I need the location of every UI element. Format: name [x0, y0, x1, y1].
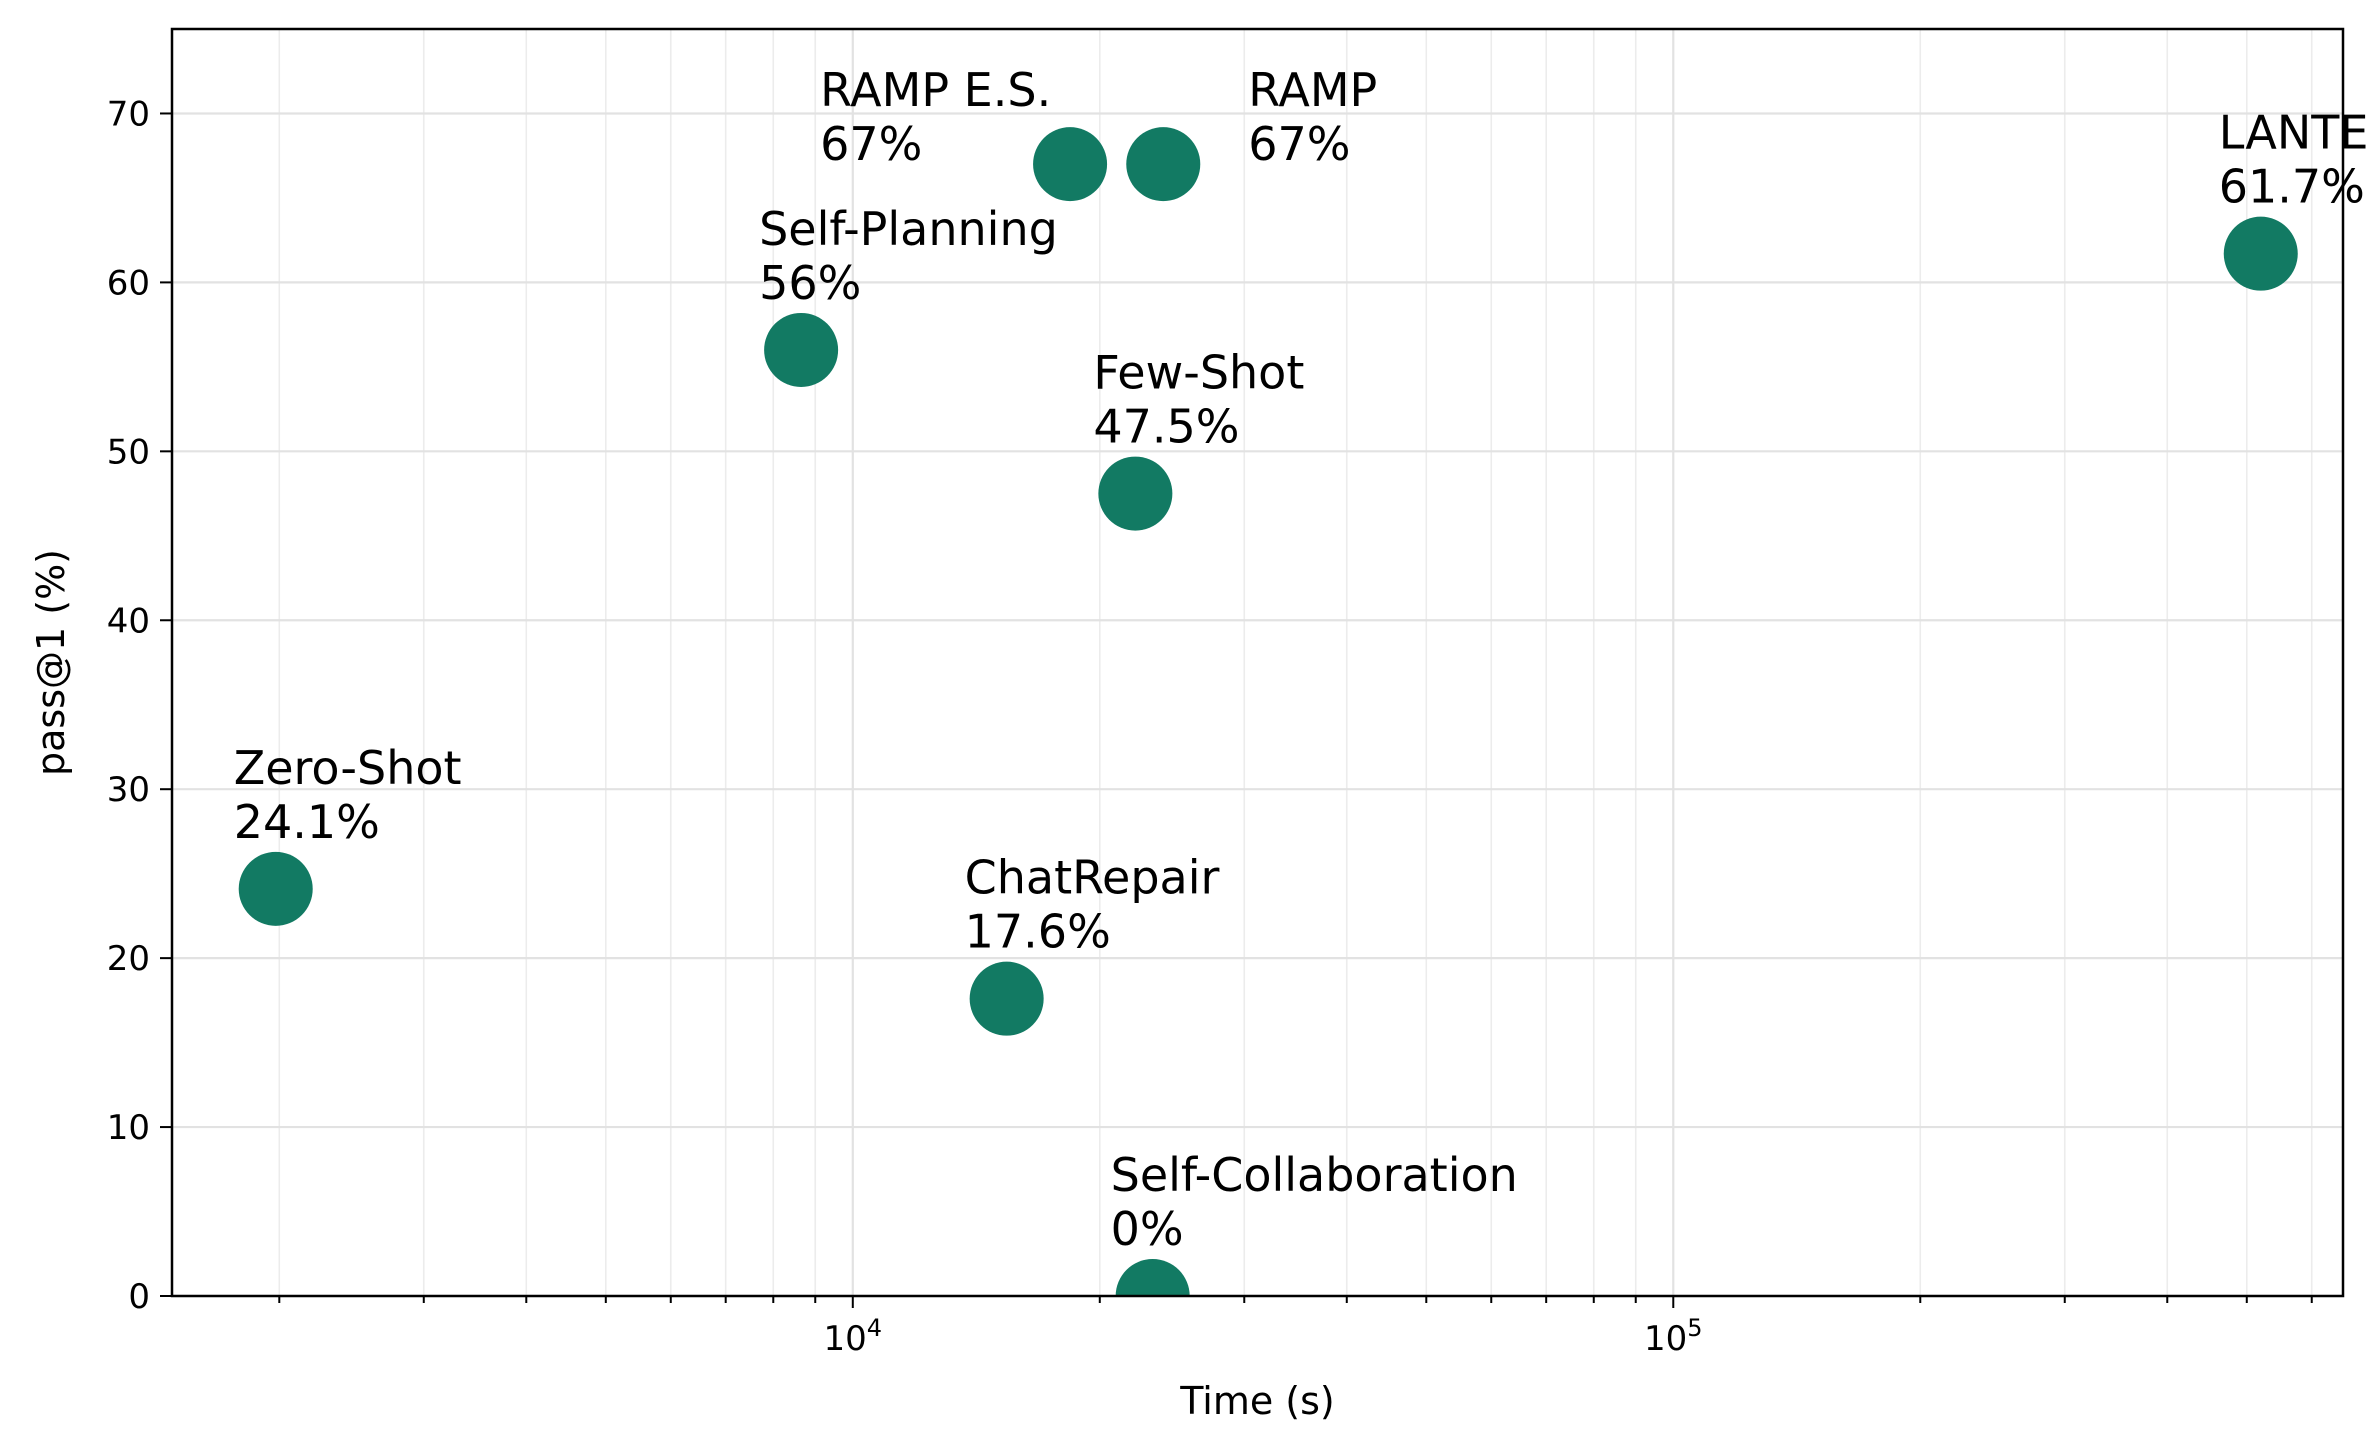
- y-tick-label: 70: [107, 94, 150, 134]
- data-point: [764, 312, 839, 387]
- x-tick-label-base: 10: [824, 1319, 867, 1359]
- point-value-label: 56%: [759, 256, 861, 310]
- plot-frame: [170, 27, 2345, 1298]
- data-point: [1126, 127, 1201, 202]
- data-point: [238, 851, 313, 926]
- point-value-label: 0%: [1111, 1202, 1184, 1256]
- x-tick-label-base: 10: [1644, 1319, 1687, 1359]
- x-tick-label-exponent: 5: [1687, 1314, 1702, 1342]
- point-value-label: 67%: [820, 117, 922, 171]
- data-point: [1033, 127, 1108, 202]
- point-name-label: Self-Planning: [759, 202, 1058, 256]
- y-tick-label: 50: [107, 432, 150, 472]
- data-point: [1115, 1259, 1190, 1296]
- y-tick-label: 30: [107, 770, 150, 810]
- point-value-label: 67%: [1248, 117, 1350, 171]
- x-tick-label: 104: [824, 1314, 883, 1359]
- x-tick-label-exponent: 4: [867, 1314, 882, 1342]
- point-value-label: 47.5%: [1093, 400, 1239, 454]
- point-name-label: RAMP E.S.: [820, 63, 1051, 117]
- y-axis-label: pass@1 (%): [29, 549, 73, 776]
- data-point: [2223, 216, 2298, 291]
- point-name-label: Few-Shot: [1093, 346, 1304, 400]
- point-name-label: RAMP: [1248, 63, 1377, 117]
- x-axis-label: Time (s): [1179, 1379, 1335, 1423]
- y-tick-label: 60: [107, 263, 150, 303]
- y-tick-label: 0: [128, 1277, 150, 1317]
- y-tick-label: 20: [107, 939, 150, 979]
- point-value-label: 17.6%: [965, 905, 1111, 959]
- point-value-label: 24.1%: [234, 795, 380, 849]
- point-name-label: ChatRepair: [965, 851, 1220, 905]
- y-tick-label: 40: [107, 601, 150, 641]
- grid-layer: [172, 29, 2343, 1298]
- point-value-label: 61.7%: [2219, 160, 2365, 214]
- point-layer: [238, 127, 2298, 1296]
- point-name-label: Self-Collaboration: [1111, 1148, 1518, 1202]
- x-tick-label: 105: [1644, 1314, 1703, 1359]
- point-name-label: LANTERN: [2219, 106, 2370, 160]
- point-name-label: Zero-Shot: [234, 741, 462, 795]
- y-tick-label: 10: [107, 1108, 150, 1148]
- data-point: [1098, 456, 1173, 531]
- data-point: [969, 961, 1044, 1036]
